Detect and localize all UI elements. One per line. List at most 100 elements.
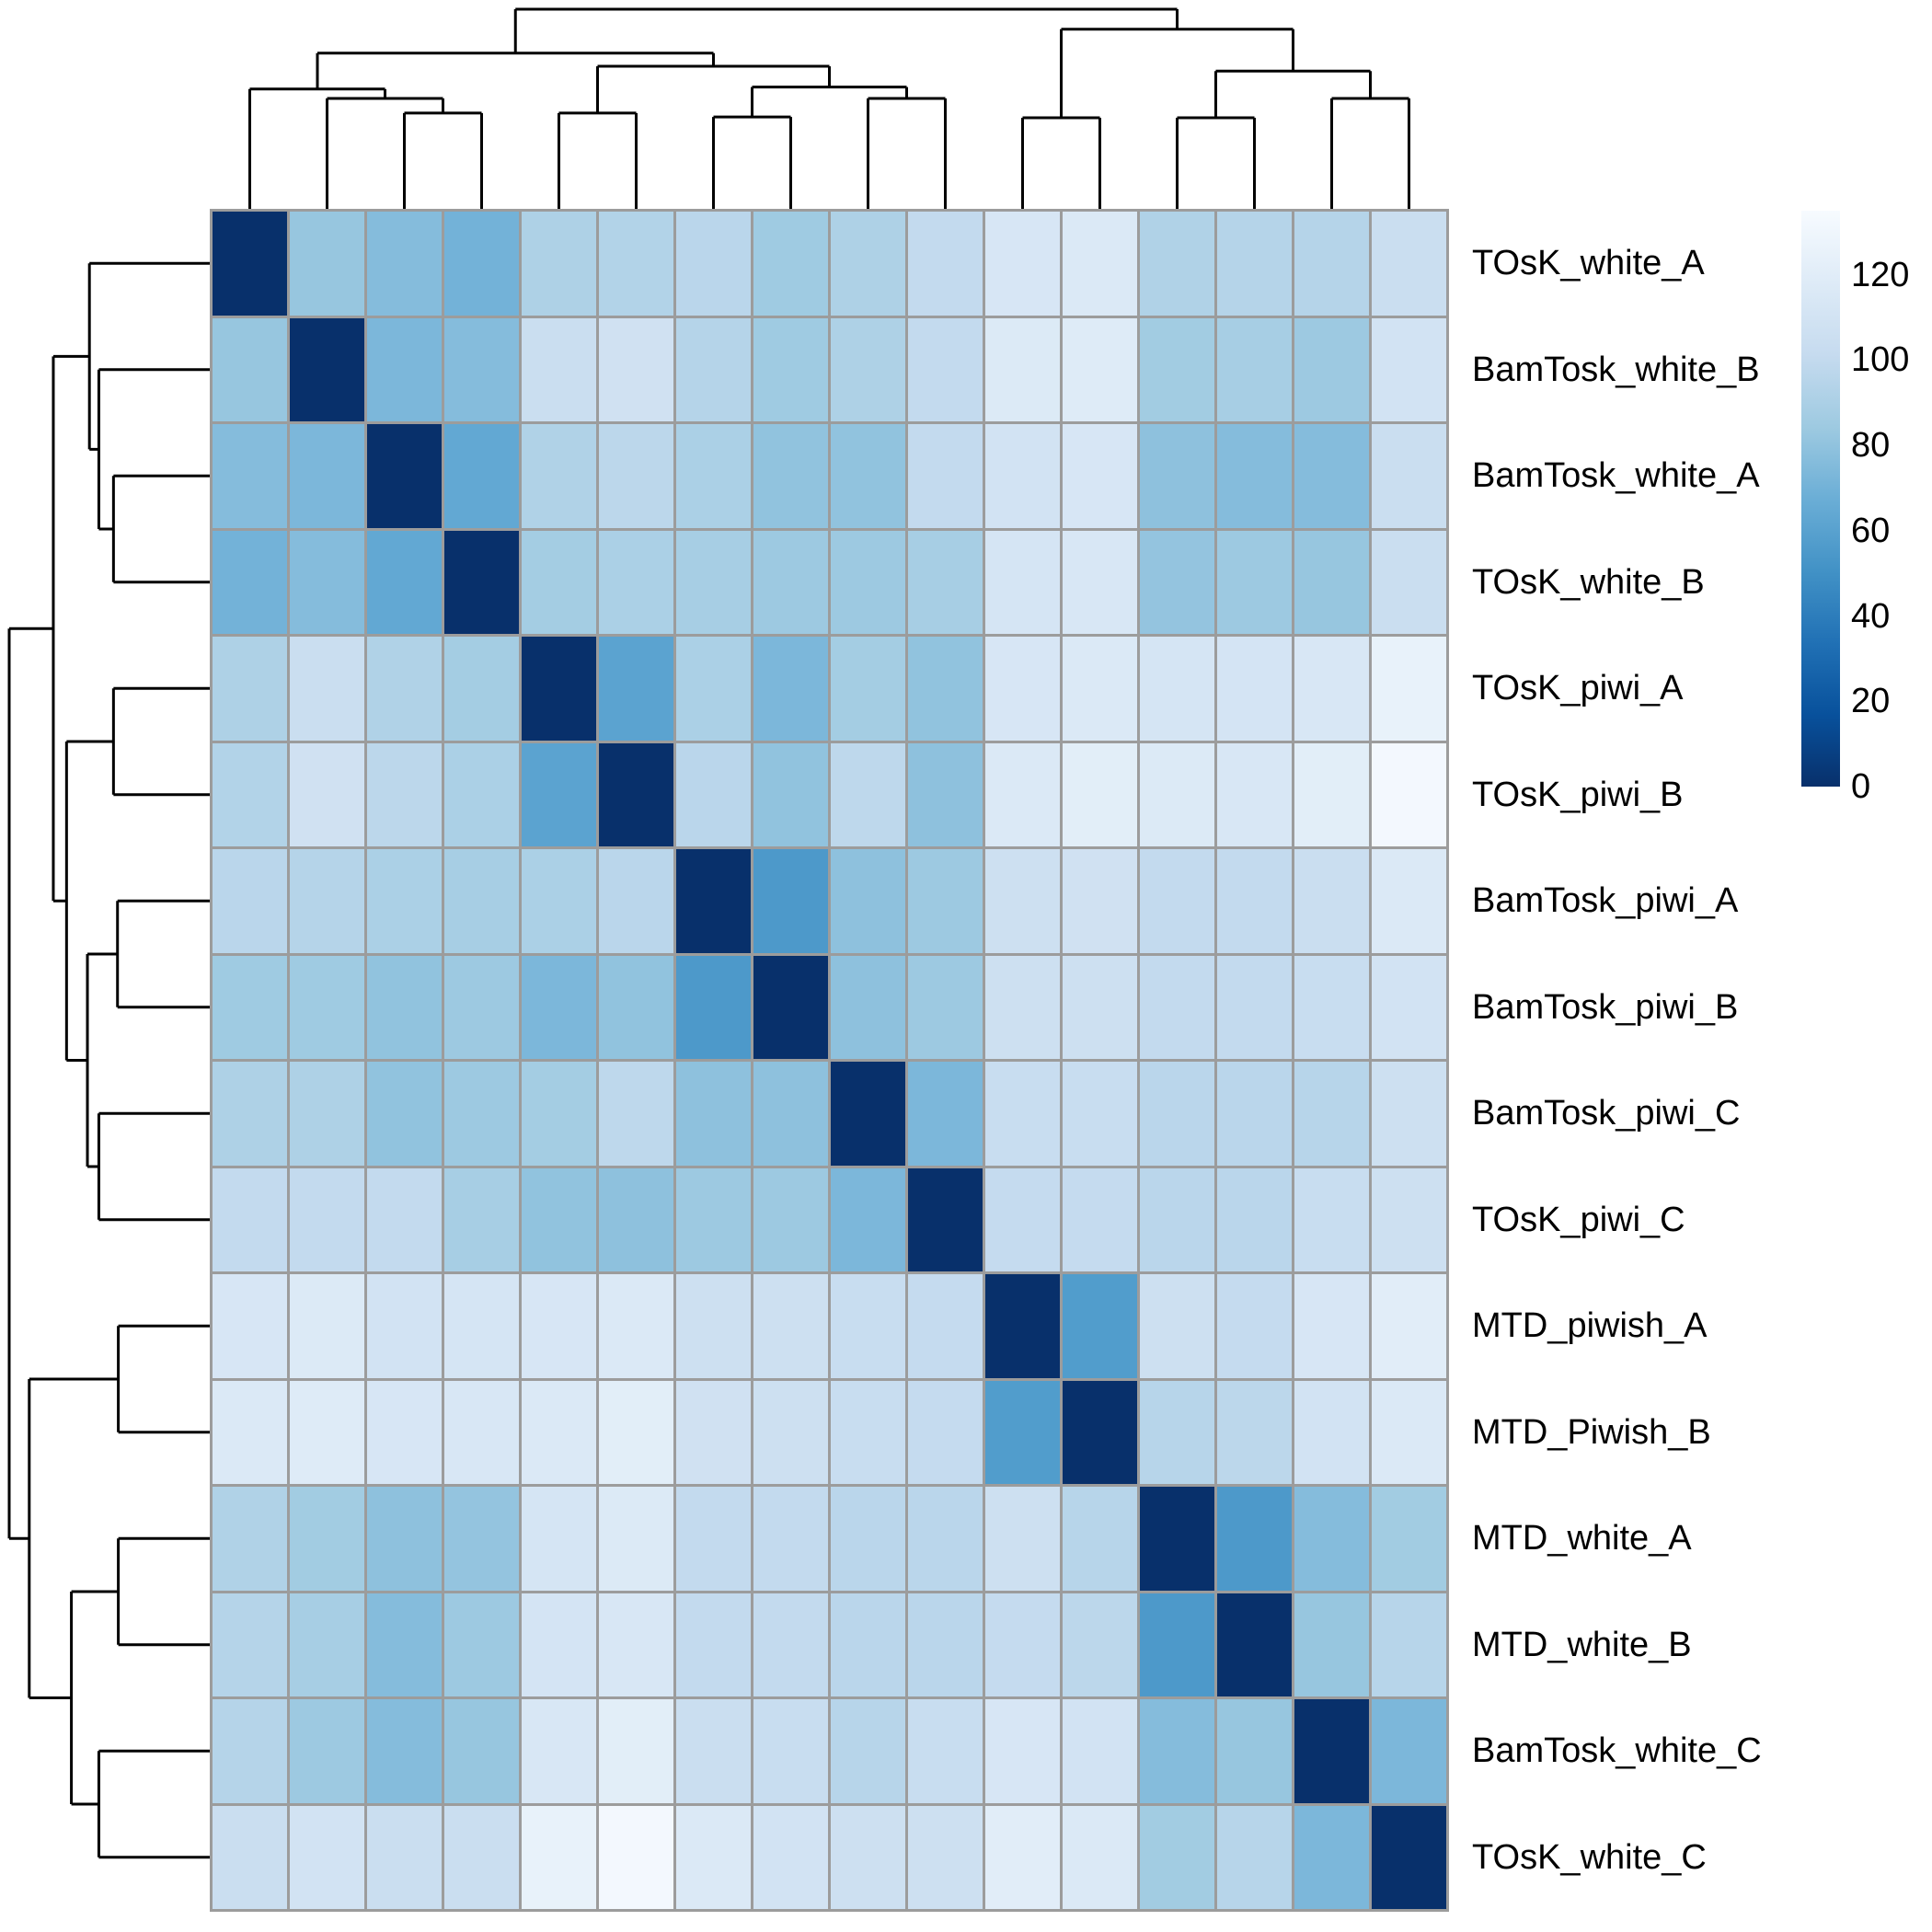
heatmap-cell: [676, 849, 751, 953]
heatmap-cell: [444, 212, 519, 316]
heatmap-cell: [908, 1487, 983, 1591]
heatmap-cell: [908, 424, 983, 528]
heatmap-cell: [522, 1062, 596, 1166]
heatmap-cell: [753, 1274, 828, 1378]
heatmap-cell: [444, 955, 519, 1059]
heatmap-cell: [367, 1805, 442, 1909]
heatmap-cell: [676, 530, 751, 634]
distance-heatmap: [210, 209, 1449, 1912]
heatmap-cell: [444, 849, 519, 953]
heatmap-cell: [444, 424, 519, 528]
heatmap-cell: [831, 317, 905, 421]
heatmap-cell: [290, 1274, 364, 1378]
heatmap-cell: [444, 317, 519, 421]
heatmap-cell: [831, 1062, 905, 1166]
heatmap-cell: [1063, 1380, 1137, 1484]
heatmap-cell: [213, 1167, 287, 1271]
heatmap-cell: [831, 1274, 905, 1378]
heatmap-cell: [1140, 1274, 1214, 1378]
heatmap-cell: [522, 424, 596, 528]
legend-tick: 80: [1851, 426, 1891, 466]
heatmap-cell: [599, 1380, 673, 1484]
heatmap-cell: [908, 1699, 983, 1803]
heatmap-cell: [985, 637, 1060, 741]
heatmap-cell: [985, 1699, 1060, 1803]
heatmap-cell: [444, 1487, 519, 1591]
heatmap-cell: [676, 317, 751, 421]
heatmap-cell: [1063, 1167, 1137, 1271]
heatmap-cell: [444, 530, 519, 634]
heatmap-cell: [1294, 1805, 1369, 1909]
heatmap-cell: [367, 424, 442, 528]
heatmap-cell: [522, 1487, 596, 1591]
heatmap-cell: [367, 849, 442, 953]
legend-tick: 20: [1851, 682, 1891, 721]
heatmap-cell: [213, 742, 287, 846]
heatmap-cell: [908, 1380, 983, 1484]
row-label: TOsK_piwi_C: [1472, 1200, 1685, 1239]
heatmap-cell: [1294, 317, 1369, 421]
heatmap-cell: [985, 1274, 1060, 1378]
heatmap-cell: [1372, 1593, 1446, 1696]
heatmap-cell: [985, 424, 1060, 528]
heatmap-cell: [1140, 530, 1214, 634]
heatmap-cell: [599, 1593, 673, 1696]
heatmap-cell: [1372, 424, 1446, 528]
heatmap-cell: [1372, 1805, 1446, 1909]
heatmap-cell: [753, 742, 828, 846]
heatmap-cell: [367, 1593, 442, 1696]
heatmap-cell: [1294, 1699, 1369, 1803]
heatmap-cell: [1063, 317, 1137, 421]
heatmap-cell: [213, 955, 287, 1059]
heatmap-cell: [367, 637, 442, 741]
row-label: TOsK_piwi_A: [1472, 669, 1684, 708]
heatmap-cell: [1372, 1274, 1446, 1378]
heatmap-cell: [599, 317, 673, 421]
heatmap-cell: [444, 1062, 519, 1166]
heatmap-cell: [290, 1062, 364, 1166]
legend-tick: 120: [1851, 255, 1910, 294]
heatmap-cell: [831, 742, 905, 846]
heatmap-cell: [367, 530, 442, 634]
heatmap-cell: [290, 212, 364, 316]
heatmap-cell: [1140, 424, 1214, 528]
heatmap-cell: [213, 212, 287, 316]
heatmap-cell: [213, 849, 287, 953]
heatmap-cell: [908, 742, 983, 846]
heatmap-cell: [831, 1805, 905, 1909]
heatmap-cell: [1063, 1062, 1137, 1166]
heatmap-cell: [1294, 742, 1369, 846]
heatmap-cell: [213, 1593, 287, 1696]
heatmap-cell: [522, 530, 596, 634]
heatmap-cell: [290, 1167, 364, 1271]
heatmap-cell: [676, 1593, 751, 1696]
heatmap-cell: [290, 1593, 364, 1696]
heatmap-cell: [753, 1487, 828, 1591]
heatmap-cell: [985, 1062, 1060, 1166]
heatmap-cell: [290, 637, 364, 741]
heatmap-cell: [522, 955, 596, 1059]
heatmap-cell: [1140, 637, 1214, 741]
heatmap-cell: [1294, 1274, 1369, 1378]
row-label: TOsK_white_B: [1472, 562, 1705, 602]
heatmap-cell: [753, 212, 828, 316]
heatmap-cell: [367, 1062, 442, 1166]
heatmap-cell: [1140, 212, 1214, 316]
heatmap-cell: [1294, 955, 1369, 1059]
heatmap-cell: [213, 1487, 287, 1591]
heatmap-cell: [1217, 955, 1292, 1059]
heatmap-cell: [444, 1380, 519, 1484]
heatmap-cell: [985, 955, 1060, 1059]
heatmap-cell: [1372, 1487, 1446, 1591]
legend-tick: 0: [1851, 767, 1871, 806]
heatmap-cell: [444, 1805, 519, 1909]
heatmap-cell: [831, 637, 905, 741]
heatmap-cell: [1217, 1274, 1292, 1378]
heatmap-cell: [599, 1805, 673, 1909]
heatmap-cell: [444, 1593, 519, 1696]
heatmap-cell: [1140, 317, 1214, 421]
heatmap-cell: [213, 424, 287, 528]
heatmap-cell: [599, 849, 673, 953]
row-label: BamTosk_white_C: [1472, 1731, 1762, 1771]
heatmap-cell: [1294, 212, 1369, 316]
